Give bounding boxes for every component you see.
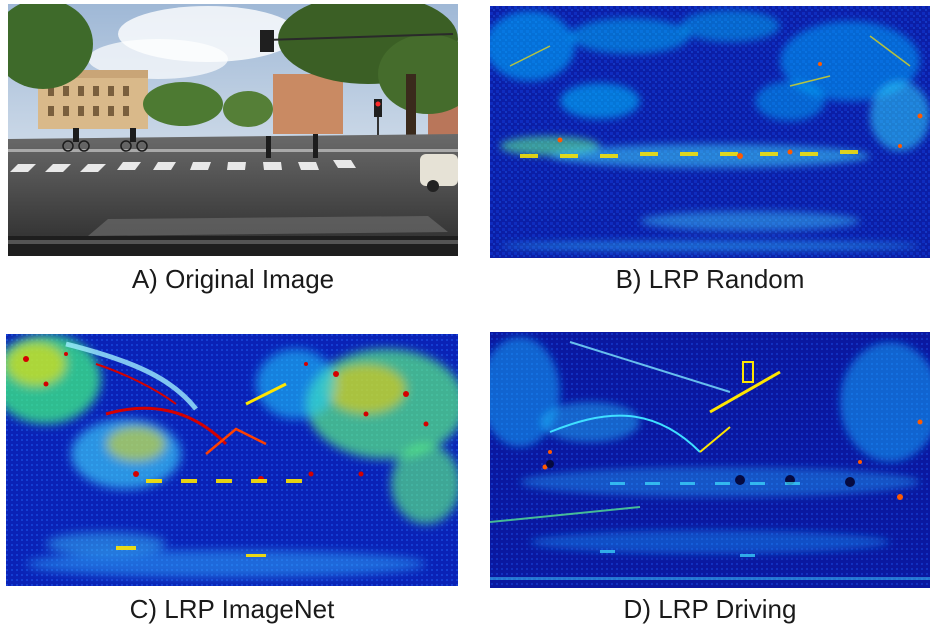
lrp-driving-heatmap-panel: [490, 332, 930, 588]
lrp-driving-heatmap: [490, 332, 930, 588]
lrp-imagenet-heatmap: [6, 334, 458, 586]
lrp-random-heatmap-panel: [490, 6, 930, 258]
caption-lrp-imagenet: C) LRP ImageNet: [129, 594, 335, 624]
original-street-photo: [8, 4, 458, 256]
caption-lrp-driving: D) LRP Driving: [623, 594, 797, 624]
caption-lrp-random: B) LRP Random: [615, 264, 805, 294]
caption-original-image: A) Original Image: [131, 264, 335, 294]
lrp-imagenet-heatmap-panel: [6, 334, 458, 586]
lrp-random-heatmap: [490, 6, 930, 258]
original-image-panel: [8, 4, 458, 256]
